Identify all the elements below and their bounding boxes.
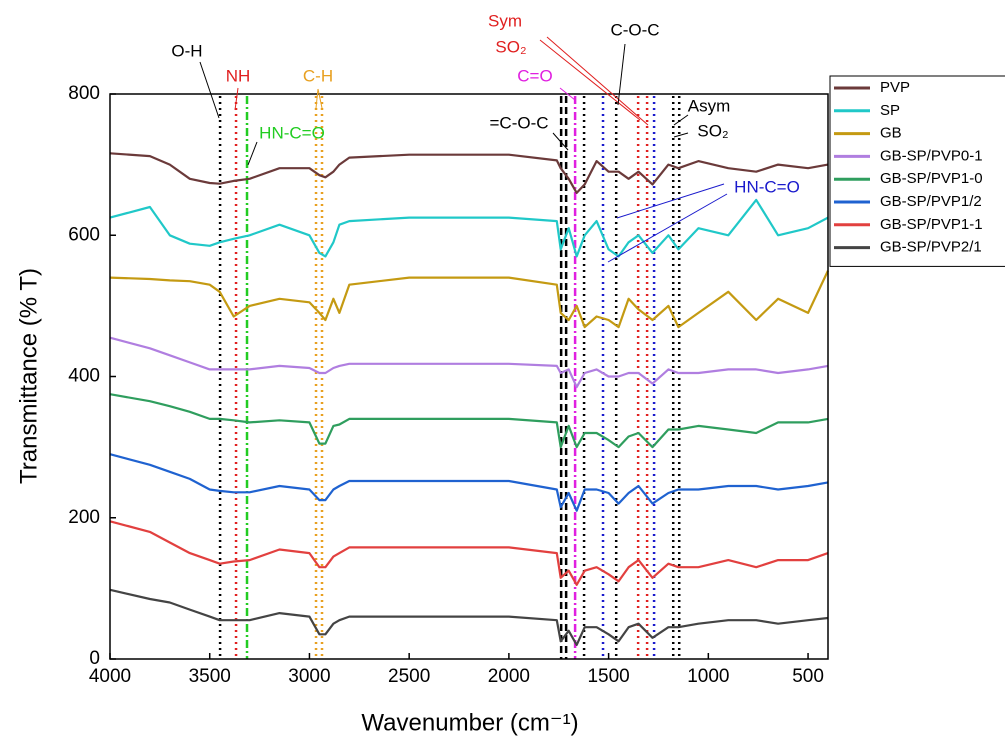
leader-line — [559, 87, 576, 101]
leader-line — [673, 132, 689, 138]
legend-label: GB-SP/PVP1-1 — [880, 216, 983, 233]
spectrum-line — [109, 336, 829, 389]
leader-line — [315, 88, 319, 109]
y-tick-label: 200 — [68, 507, 100, 528]
annotation: HN-C=O — [734, 177, 800, 196]
annotation: Asym — [688, 96, 731, 115]
leader-line — [247, 141, 258, 166]
x-tick-label: 2000 — [488, 666, 530, 687]
annotation: C=O — [517, 66, 552, 85]
y-tick-label: 0 — [89, 648, 100, 669]
y-tick-label: 600 — [68, 224, 100, 245]
x-tick-label: 2500 — [388, 666, 430, 687]
x-axis-label: Wavenumber (cm⁻¹) — [361, 709, 578, 736]
spectrum-line — [109, 588, 829, 647]
x-tick-label: 500 — [792, 666, 824, 687]
annotation: Sym — [488, 11, 522, 30]
plot-frame — [109, 93, 829, 660]
leader-line — [539, 39, 641, 121]
leader-line — [607, 193, 728, 263]
annotation: O-H — [171, 41, 202, 60]
x-tick-label: 3500 — [189, 666, 231, 687]
x-tick-label: 1500 — [587, 666, 629, 687]
annotation: HN-C=O — [259, 123, 325, 142]
legend-label: GB-SP/PVP0-1 — [880, 147, 983, 164]
annotation: =C-O-C — [489, 113, 548, 132]
leader-line — [616, 183, 725, 219]
y-tick-label: 800 — [68, 83, 100, 104]
leader-line — [617, 43, 626, 106]
y-tick-label: 400 — [68, 366, 100, 387]
x-tick-label: 4000 — [89, 666, 131, 687]
leader-line — [552, 132, 569, 151]
leader-line — [673, 114, 689, 126]
spectrum-line — [109, 520, 829, 586]
leader-line — [546, 36, 649, 126]
leader-line — [317, 88, 323, 109]
legend-label: GB-SP/PVP1/2 — [880, 193, 982, 210]
legend-label: GB-SP/PVP1-0 — [880, 170, 983, 187]
x-tick-label: 3000 — [288, 666, 330, 687]
x-tick-label: 1000 — [687, 666, 729, 687]
legend-label: PVP — [880, 79, 910, 96]
annotation: C-O-C — [610, 20, 659, 39]
legend-label: GB — [880, 125, 902, 142]
spectrum-line — [109, 152, 829, 194]
legend-label: GB-SP/PVP2/1 — [880, 239, 982, 256]
legend-box — [829, 75, 1005, 267]
annotation: C-H — [303, 66, 333, 85]
leader-line — [234, 87, 239, 111]
annotation: SO₂ — [697, 121, 728, 140]
spectrum-line — [109, 453, 829, 512]
spectrum-line — [109, 270, 829, 329]
spectrum-line — [109, 393, 829, 449]
legend-label: SP — [880, 102, 900, 119]
spectrum-line — [109, 198, 829, 258]
annotation: SO₂ — [495, 37, 526, 56]
annotation: NH — [226, 66, 251, 85]
y-axis-label: Transmittance (% T) — [15, 268, 42, 484]
leader-line — [199, 61, 220, 119]
